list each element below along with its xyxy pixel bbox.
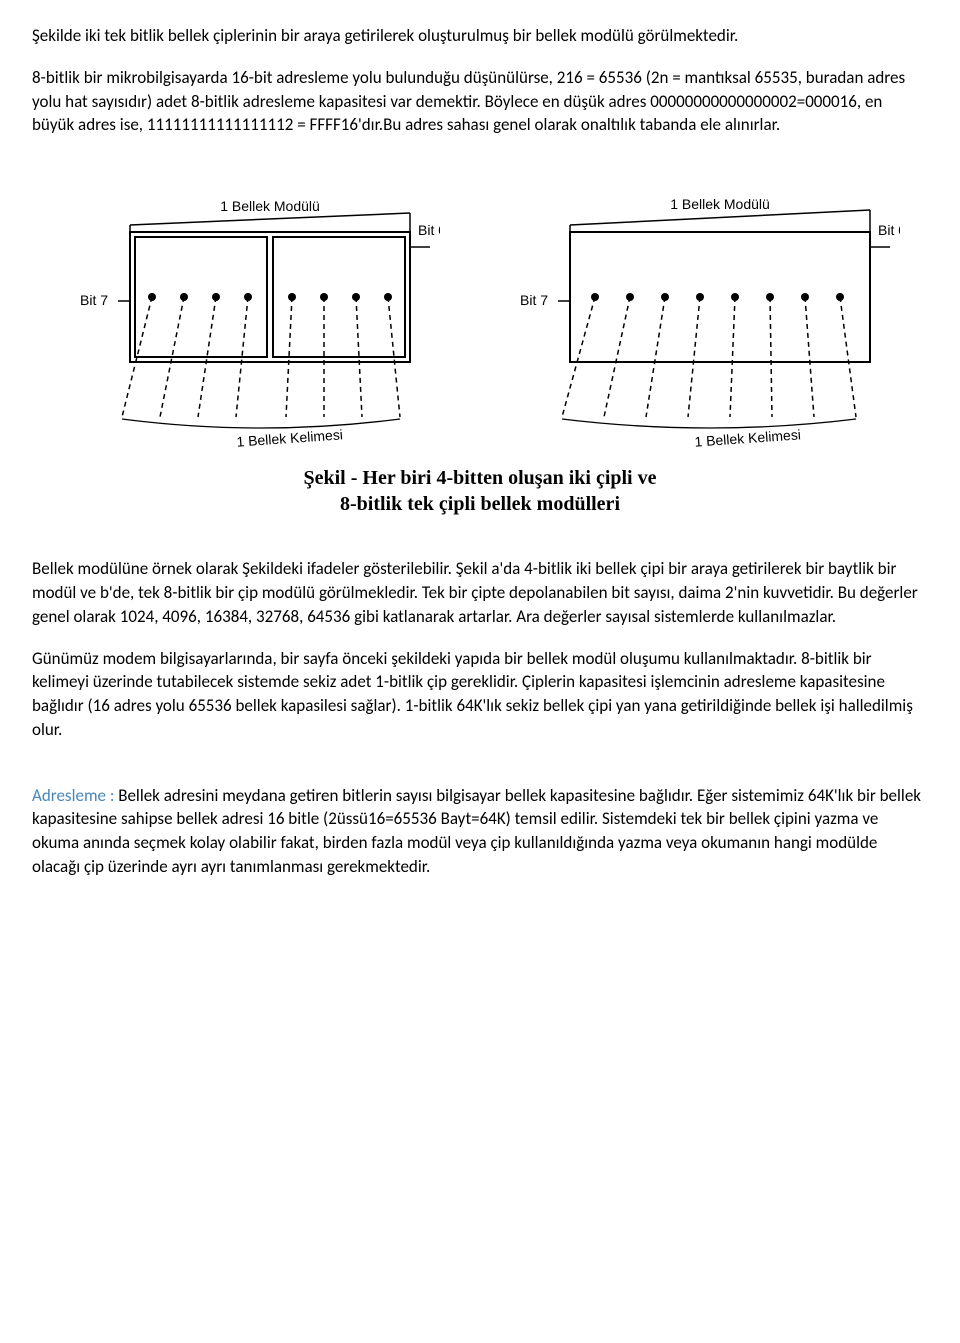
label-word-right: 1 Bellek Kelimesi	[694, 427, 801, 448]
paragraph-2: 8-bitlik bir mikrobilgisayarda 16-bit ad…	[32, 66, 928, 137]
label-module-right: 1 Bellek Modülü	[670, 196, 770, 212]
paragraph-5-body: Bellek adresini meydana getiren bitlerin…	[32, 785, 921, 877]
section-label-adresleme: Adresleme :	[32, 785, 118, 806]
caption-line-2: 8-bitlik tek çipli bellek modülleri	[340, 493, 620, 515]
paragraph-4: Günümüz modem bilgisayarlarında, bir say…	[32, 647, 928, 742]
module-two-chip-diagram: 1 Bellek Modülü Bit 0 Bit 7	[60, 187, 440, 447]
paragraph-5: Adresleme : Bellek adresini meydana geti…	[32, 784, 928, 879]
figure-memory-modules: 1 Bellek Modülü Bit 0 Bit 7	[32, 187, 928, 517]
label-bit0-right: Bit 0	[878, 222, 900, 238]
paragraph-1: Şekilde iki tek bitlik bellek çiplerinin…	[32, 24, 928, 48]
paragraph-3: Bellek modülüne örnek olarak Şekildeki i…	[32, 557, 928, 628]
label-module-left: 1 Bellek Modülü	[220, 198, 320, 214]
figure-row: 1 Bellek Modülü Bit 0 Bit 7	[60, 187, 900, 447]
figure-caption: Şekil - Her biri 4-bitten oluşan iki çip…	[304, 465, 657, 517]
caption-line-1: Şekil - Her biri 4-bitten oluşan iki çip…	[304, 467, 657, 489]
module-single-chip-diagram: 1 Bellek Modülü Bit 0 Bit 7	[500, 187, 900, 447]
label-bit7-left: Bit 7	[80, 292, 108, 308]
label-bit7-right: Bit 7	[520, 292, 548, 308]
label-word-left: 1 Bellek Kelimesi	[236, 427, 343, 448]
label-bit0-left: Bit 0	[418, 222, 440, 238]
